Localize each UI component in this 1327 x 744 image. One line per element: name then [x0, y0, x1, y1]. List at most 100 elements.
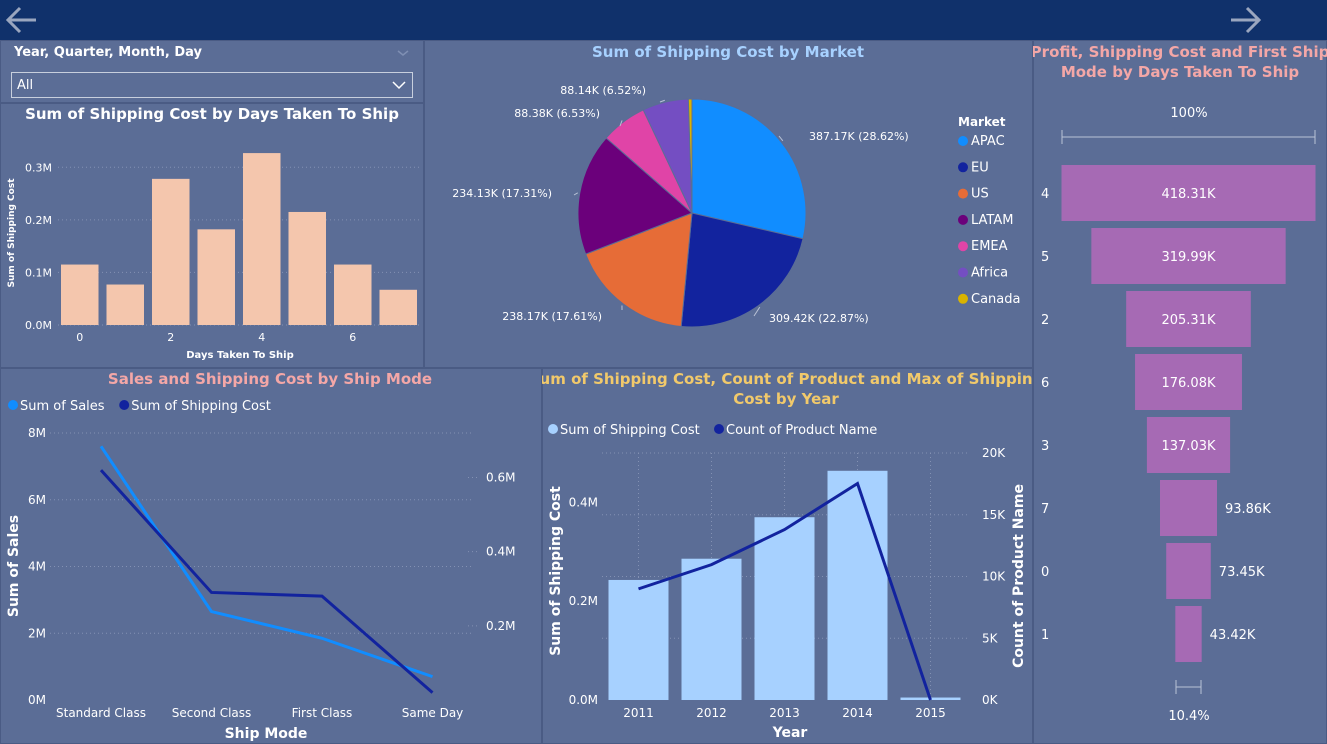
x-tick-label: 4	[258, 331, 265, 344]
left-y-tick-label: 4M	[28, 560, 46, 574]
leader-line	[619, 120, 623, 127]
chart-title: Sales and Shipping Cost by Ship Mode	[108, 370, 432, 388]
funnel-category: 2	[1041, 313, 1049, 328]
days-bar-chart: Sum of Shipping Cost by Days Taken To Sh…	[7, 105, 422, 361]
x-axis-label: Days Taken To Ship	[186, 350, 294, 361]
x-tick-label: 2014	[842, 706, 873, 720]
data-label: 88.14K (6.52%)	[560, 84, 646, 97]
chart-title: Cost by Year	[733, 390, 839, 408]
leader-line	[659, 99, 665, 103]
funnel-value-label: 93.86K	[1225, 502, 1271, 517]
pie-slice-apac	[691, 98, 807, 240]
data-label: 88.38K (6.53%)	[514, 107, 600, 120]
right-y-tick-label: 0.2M	[486, 619, 515, 633]
funnel-bar	[1175, 606, 1202, 662]
bar	[288, 211, 326, 325]
x-tick-label: 2013	[769, 706, 800, 720]
series-line	[638, 481, 932, 701]
bar	[152, 178, 190, 325]
legend-item: LATAM	[971, 213, 1013, 228]
bar	[197, 229, 235, 325]
legend-marker	[8, 400, 18, 410]
legend-marker	[958, 162, 968, 173]
market-pie-chart: Sum of Shipping Cost by Market 387.17K (2…	[452, 43, 1020, 328]
x-axis-label: Year	[772, 725, 808, 741]
right-y-tick-label: 0.6M	[486, 471, 515, 485]
y-tick-label: 0.1M	[25, 266, 52, 279]
funnel-value-label: 43.42K	[1210, 628, 1256, 643]
leader-line	[778, 135, 784, 142]
legend-item: Africa	[971, 266, 1008, 281]
funnel-category: 0	[1041, 565, 1049, 580]
legend-marker	[714, 424, 724, 434]
right-y-tick-label: 20K	[982, 446, 1006, 460]
bar	[681, 558, 742, 700]
legend-marker	[958, 136, 968, 146]
legend-marker	[958, 267, 968, 278]
slicer-dropdown[interactable]: All	[11, 72, 413, 98]
y-axis-label: Sum of Sales	[6, 515, 22, 617]
funnel-category: 7	[1041, 502, 1049, 517]
year-combo-chart: Sum of Shipping Cost, Count of Product a…	[542, 370, 1033, 741]
right-y-axis-label: Count of Product Name	[1011, 484, 1027, 668]
right-y-tick-label: 0K	[982, 693, 999, 707]
chart-title: Profit, Shipping Cost and First Ship	[1033, 43, 1327, 61]
data-label: 387.17K (28.62%)	[809, 130, 909, 143]
left-y-tick-label: 0.2M	[569, 594, 598, 608]
y-tick-label: 0.0M	[25, 319, 52, 332]
funnel-value-label: 205.31K	[1161, 313, 1215, 328]
data-label: 309.42K (22.87%)	[769, 312, 869, 325]
legend-title: Market	[958, 115, 1006, 129]
bar	[334, 264, 372, 325]
funnel-bar	[1135, 354, 1242, 410]
legend-item: Sum of Shipping Cost	[131, 399, 271, 414]
right-y-tick-label: 0.4M	[486, 545, 515, 559]
funnel-category: 3	[1041, 439, 1049, 454]
data-label: 234.13K (17.31%)	[452, 187, 552, 200]
legend-item: Sum of Shipping Cost	[560, 423, 700, 438]
funnel-category: 4	[1041, 187, 1049, 202]
funnel-chart: Profit, Shipping Cost and First Ship Mode…	[1033, 43, 1327, 724]
funnel-category: 5	[1041, 250, 1049, 265]
leader-line	[753, 306, 761, 317]
left-y-tick-label: 8M	[28, 426, 46, 440]
x-tick-label: Standard Class	[56, 706, 146, 720]
legend-item: APAC	[971, 134, 1005, 149]
legend-marker	[958, 188, 968, 199]
y-axis-label: Sum of Shipping Cost	[7, 178, 17, 288]
x-axis-label: Ship Mode	[225, 726, 308, 742]
arrow-right-icon[interactable]	[1225, 2, 1265, 38]
shipmode-line-chart: Sales and Shipping Cost by Ship ModeSum …	[6, 370, 515, 742]
legend-item: Sum of Sales	[20, 399, 105, 414]
slicer-value: All	[17, 78, 34, 93]
pie-slice-latam	[577, 137, 693, 255]
x-tick-label: 2011	[623, 706, 654, 720]
legend-marker	[958, 214, 968, 225]
chart-title: Sum of Shipping Cost by Market	[592, 43, 864, 61]
right-y-tick-label: 10K	[982, 570, 1006, 584]
x-tick-label: Second Class	[172, 706, 252, 720]
legend-item: US	[971, 187, 989, 202]
chevron-down-icon[interactable]	[396, 48, 410, 58]
funnel-value-label: 319.99K	[1161, 250, 1215, 265]
funnel-bar	[1126, 291, 1251, 347]
left-y-tick-label: 0.4M	[569, 495, 598, 509]
left-y-tick-label: 0.0M	[569, 693, 598, 707]
legend-marker	[958, 293, 968, 304]
bar	[379, 289, 417, 325]
chart-title: Sum of Shipping Cost by Days Taken To Sh…	[25, 105, 399, 123]
data-label: 238.17K (17.61%)	[502, 310, 602, 323]
bar	[754, 517, 815, 700]
funnel-bar	[1160, 480, 1217, 536]
market-pie-panel	[424, 40, 1033, 368]
legend-item: Count of Product Name	[726, 423, 877, 438]
arrow-left-icon[interactable]	[2, 2, 42, 38]
bar	[827, 470, 888, 700]
legend-marker	[958, 241, 968, 252]
funnel-category: 1	[1041, 628, 1049, 643]
bar	[61, 264, 99, 325]
legend-item: EMEA	[971, 239, 1008, 254]
right-y-tick-label: 5K	[982, 631, 999, 645]
top-bar	[0, 0, 1327, 40]
series-line	[99, 445, 433, 679]
